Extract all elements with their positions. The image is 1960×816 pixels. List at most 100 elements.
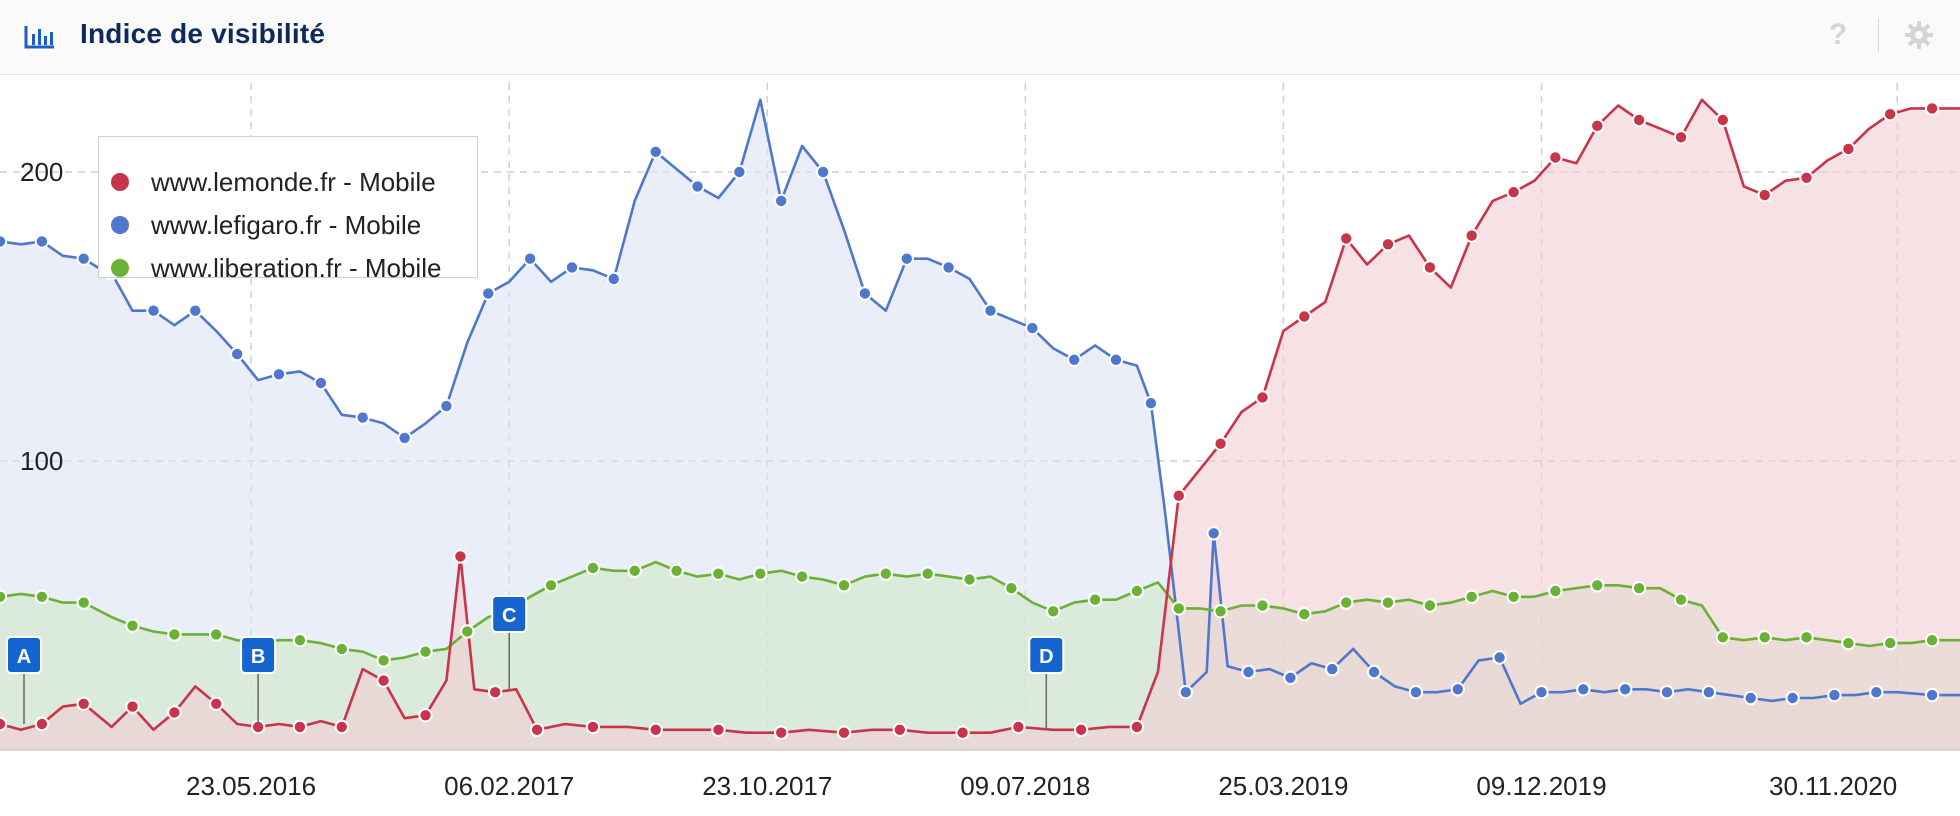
data-point-liberation bbox=[460, 624, 475, 639]
y-tick-label: 200 bbox=[20, 157, 63, 187]
legend-item-lemonde[interactable]: www.lemonde.fr - Mobile bbox=[109, 162, 436, 202]
data-point-lefigaro bbox=[1576, 682, 1591, 697]
data-point-lemonde bbox=[1339, 231, 1354, 246]
data-point-lemonde bbox=[955, 725, 970, 740]
annotation-marker-c bbox=[491, 595, 528, 633]
data-point-liberation bbox=[1297, 607, 1312, 622]
data-point-lemonde bbox=[1506, 185, 1521, 200]
x-tick-label: 23.05.2016 bbox=[186, 771, 316, 801]
data-point-lemonde bbox=[0, 716, 8, 732]
header-divider bbox=[1878, 18, 1879, 52]
data-point-liberation bbox=[1757, 630, 1772, 645]
x-tick-label: 09.12.2019 bbox=[1476, 771, 1606, 801]
legend-label: www.lemonde.fr - Mobile bbox=[151, 166, 436, 197]
data-point-liberation bbox=[1255, 598, 1270, 613]
data-point-lemonde bbox=[1715, 112, 1731, 128]
data-point-liberation bbox=[125, 618, 140, 633]
data-point-lemonde bbox=[418, 708, 433, 723]
data-point-liberation bbox=[1087, 592, 1103, 607]
data-point-liberation bbox=[1422, 598, 1438, 613]
data-point-lefigaro bbox=[1743, 690, 1758, 706]
data-point-lemonde bbox=[1673, 130, 1689, 145]
data-point-lefigaro bbox=[1178, 685, 1194, 700]
legend-dot-icon bbox=[111, 173, 129, 191]
data-point-lemonde bbox=[1548, 150, 1563, 165]
data-point-liberation bbox=[1715, 630, 1731, 645]
data-point-liberation bbox=[711, 566, 726, 581]
data-point-lemonde bbox=[1213, 436, 1228, 451]
data-point-lefigaro bbox=[1206, 526, 1221, 541]
data-point-lemonde bbox=[1631, 112, 1647, 128]
data-point-lefigaro bbox=[1366, 664, 1382, 680]
data-point-liberation bbox=[1171, 601, 1187, 616]
data-point-liberation bbox=[376, 653, 391, 668]
data-point-liberation bbox=[585, 560, 601, 576]
help-icon[interactable]: ? bbox=[1828, 18, 1848, 51]
data-point-liberation bbox=[0, 589, 8, 604]
data-point-lefigaro bbox=[1618, 682, 1633, 697]
annotation-label: A bbox=[17, 646, 31, 668]
data-point-liberation bbox=[836, 578, 852, 593]
data-point-liberation bbox=[1799, 630, 1814, 645]
data-point-liberation bbox=[794, 569, 810, 584]
data-point-lemonde bbox=[1841, 141, 1856, 157]
data-point-lemonde bbox=[1464, 228, 1479, 243]
data-point-lemonde bbox=[1129, 719, 1145, 735]
data-point-lefigaro bbox=[1025, 320, 1040, 336]
data-point-lefigaro bbox=[1067, 352, 1082, 367]
data-point-lefigaro bbox=[1659, 685, 1675, 700]
x-tick-label: 25.03.2019 bbox=[1218, 771, 1348, 801]
chart-header: Indice de visibilité ? bbox=[0, 0, 1960, 75]
data-point-liberation bbox=[167, 627, 182, 642]
data-point-liberation bbox=[669, 563, 684, 578]
data-point-lefigaro bbox=[76, 251, 91, 266]
data-point-lefigaro bbox=[146, 303, 161, 318]
data-point-lemonde bbox=[648, 722, 663, 737]
legend-item-lefigaro[interactable]: www.lefigaro.fr - Mobile bbox=[109, 205, 421, 245]
data-point-lefigaro bbox=[397, 430, 412, 446]
data-point-liberation bbox=[753, 566, 768, 581]
data-point-lefigaro bbox=[1325, 661, 1340, 677]
data-point-liberation bbox=[1464, 589, 1479, 604]
legend-label: www.liberation.fr - Mobile bbox=[151, 252, 442, 283]
x-tick-label: 23.10.2017 bbox=[702, 771, 832, 801]
data-point-liberation bbox=[334, 641, 349, 657]
data-point-lemonde bbox=[774, 725, 789, 740]
gear-icon[interactable] bbox=[1904, 20, 1934, 50]
x-tick-label: 09.07.2018 bbox=[960, 771, 1090, 801]
data-point-lefigaro bbox=[355, 410, 370, 425]
data-point-lemonde bbox=[334, 719, 349, 735]
data-point-liberation bbox=[627, 563, 642, 578]
data-point-liberation bbox=[878, 566, 893, 581]
data-point-lemonde bbox=[376, 673, 391, 688]
data-point-liberation bbox=[34, 589, 50, 604]
legend-label: www.lefigaro.fr - Mobile bbox=[151, 209, 422, 240]
data-point-liberation bbox=[1590, 578, 1605, 593]
data-point-lemonde bbox=[1297, 309, 1312, 324]
data-point-lefigaro bbox=[1283, 670, 1298, 685]
data-point-lefigaro bbox=[313, 375, 329, 391]
data-point-lefigaro bbox=[1108, 352, 1124, 367]
data-point-lemonde bbox=[1757, 187, 1772, 203]
data-point-liberation bbox=[1924, 633, 1940, 648]
chart-legend: www.lemonde.fr - Mobile www.lefigaro.fr … bbox=[98, 136, 478, 283]
data-point-lefigaro bbox=[1785, 690, 1800, 706]
data-point-lemonde bbox=[1255, 390, 1270, 405]
data-point-lefigaro bbox=[522, 251, 538, 266]
data-point-lefigaro bbox=[1701, 685, 1717, 700]
legend-item-liberation[interactable]: www.liberation.fr - Mobile bbox=[109, 248, 441, 288]
bar-chart-icon bbox=[24, 26, 54, 49]
data-point-liberation bbox=[1631, 581, 1647, 596]
data-point-lemonde bbox=[1924, 101, 1940, 116]
data-point-lemonde bbox=[488, 685, 503, 700]
data-point-lemonde bbox=[892, 722, 907, 737]
data-point-liberation bbox=[418, 644, 433, 659]
data-point-liberation bbox=[1339, 595, 1354, 610]
legend-dot-icon bbox=[111, 259, 129, 277]
series-area-lemonde bbox=[0, 99, 1960, 751]
data-point-lefigaro bbox=[690, 179, 705, 194]
data-point-lefigaro bbox=[1827, 687, 1842, 703]
data-point-lefigaro bbox=[439, 398, 454, 414]
data-point-liberation bbox=[543, 578, 559, 593]
